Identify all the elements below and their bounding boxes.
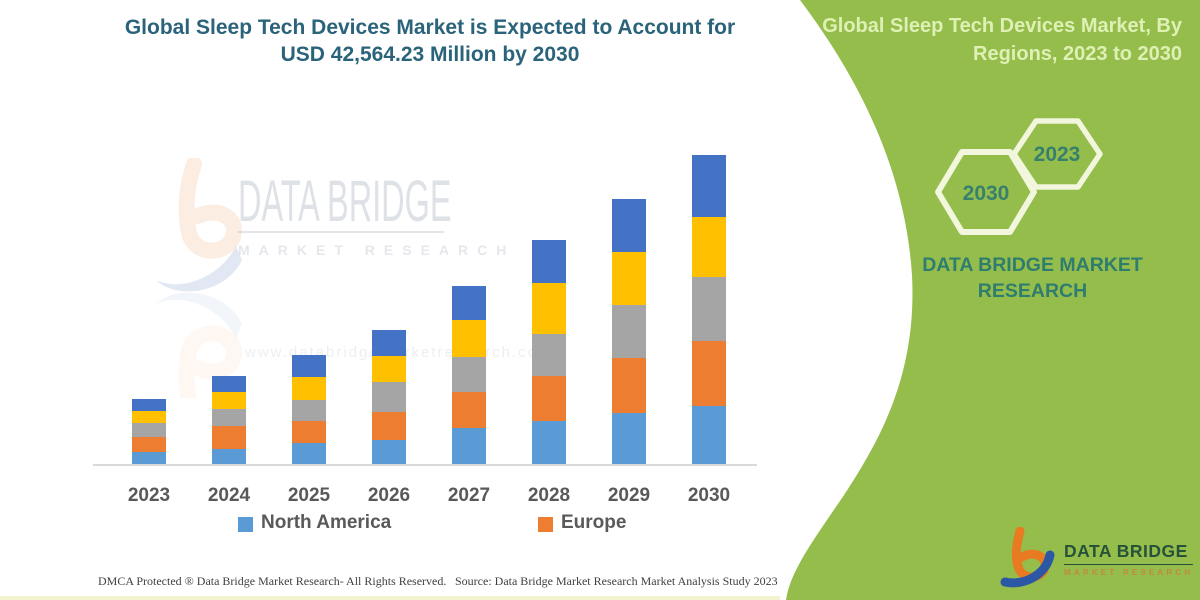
bar-segment-2024-unlabeled-yellow- [212, 392, 246, 409]
company-logo-text: DATA BRIDGE MARKET RESEARCH [1064, 527, 1194, 577]
bar-segment-2030-north-america [692, 406, 726, 464]
watermark-sub-text: MARKET RESEARCH [238, 242, 516, 258]
company-logo-sub: MARKET RESEARCH [1064, 568, 1194, 577]
hexagon-2023-label: 2023 [1034, 143, 1081, 166]
bar-segment-2029-unlabeled-yellow- [612, 252, 646, 305]
bar-segment-2028-europe [532, 376, 566, 421]
legend-label-europe: Europe [561, 512, 627, 533]
panel-title: Global Sleep Tech Devices Market, By Reg… [762, 12, 1182, 68]
x-axis-label-2029: 2029 [607, 485, 651, 506]
panel-brand-line2: RESEARCH [977, 280, 1088, 302]
bar-segment-2024-unlabeled-dark-blue- [212, 376, 246, 392]
bar-segment-2027-unlabeled-gray- [452, 357, 486, 392]
bar-segment-2023-north-america [132, 452, 166, 464]
watermark-underline [238, 231, 444, 233]
bar-segment-2030-unlabeled-gray- [692, 277, 726, 341]
hexagon-2030 [935, 149, 1037, 235]
bar-segment-2024-north-america [212, 449, 246, 464]
bar-segment-2026-europe [372, 411, 406, 440]
bar-segment-2028-unlabeled-dark-blue- [532, 240, 566, 283]
x-axis-label-2028: 2028 [527, 485, 571, 506]
x-axis-label-2023: 2023 [127, 485, 171, 506]
bar-segment-2027-unlabeled-yellow- [452, 319, 486, 357]
bar-segment-2029-north-america [612, 413, 646, 464]
chart-title: Global Sleep Tech Devices Market is Expe… [80, 14, 780, 68]
bar-segment-2024-europe [212, 425, 246, 449]
hexagon-2023 [1011, 118, 1103, 190]
chart-title-line2: USD 42,564.23 Million by 2030 [280, 43, 580, 66]
bar-segment-2023-unlabeled-dark-blue- [132, 399, 166, 411]
bar-segment-2025-unlabeled-dark-blue- [292, 355, 326, 377]
x-axis-label-2030: 2030 [687, 485, 731, 506]
bar-segment-2030-unlabeled-dark-blue- [692, 155, 726, 217]
bar-segment-2026-unlabeled-yellow- [372, 355, 406, 382]
x-axis-line [93, 464, 757, 466]
bar-segment-2023-unlabeled-yellow- [132, 411, 166, 423]
panel-brand-line1: DATA BRIDGE MARKET [922, 254, 1143, 276]
bar-segment-2026-unlabeled-gray- [372, 381, 406, 412]
legend-swatch-europe [538, 516, 553, 532]
bar-segment-2027-europe [452, 392, 486, 428]
company-logo-icon [1000, 527, 1055, 588]
bottom-accent-strip [0, 596, 780, 600]
bar-segment-2025-unlabeled-yellow- [292, 377, 326, 400]
watermark-logo-icon [156, 158, 242, 398]
x-axis-label-2025: 2025 [287, 485, 331, 506]
bar-segment-2023-europe [132, 437, 166, 452]
x-axis-label-2027: 2027 [447, 485, 491, 506]
legend-item-north-america: North America [238, 512, 391, 534]
company-logo-brand: DATA BRIDGE [1064, 541, 1194, 565]
bar-segment-2028-north-america [532, 421, 566, 464]
bar-segment-2025-europe [292, 421, 326, 443]
bar-segment-2028-unlabeled-yellow- [532, 283, 566, 334]
watermark-text: DATA BRIDGE MARKET RESEARCH [238, 169, 619, 258]
legend-swatch-north-america [238, 516, 253, 532]
bar-segment-2024-unlabeled-gray- [212, 409, 246, 426]
panel-title-line1: Global Sleep Tech Devices Market, By [822, 15, 1182, 37]
bar-segment-2026-unlabeled-dark-blue- [372, 329, 406, 356]
bar-segment-2026-north-america [372, 440, 406, 464]
company-logo: DATA BRIDGE MARKET RESEARCH [1000, 527, 1194, 593]
year-hexagons: 2030 2023 [935, 118, 1103, 235]
bar-segment-2030-europe [692, 341, 726, 406]
bar-segment-2029-europe [612, 358, 646, 413]
x-axis-label-2024: 2024 [207, 485, 251, 506]
panel-brand-text: DATA BRIDGE MARKET RESEARCH [920, 252, 1145, 304]
dmca-footer-text: DMCA Protected ® Data Bridge Market Rese… [98, 574, 447, 588]
bar-segment-2027-north-america [452, 428, 486, 464]
bar-segment-2025-north-america [292, 443, 326, 464]
panel-title-line2: Regions, 2023 to 2030 [973, 43, 1182, 65]
bar-segment-2027-unlabeled-dark-blue- [452, 285, 486, 320]
x-axis-label-2026: 2026 [367, 485, 411, 506]
hexagon-2030-label: 2030 [963, 182, 1010, 205]
bar-segment-2029-unlabeled-dark-blue- [612, 199, 646, 252]
legend-item-europe: Europe [538, 512, 626, 534]
chart-title-line1: Global Sleep Tech Devices Market is Expe… [124, 16, 736, 39]
watermark-brand-text: DATA BRIDGE [238, 169, 452, 234]
bar-segment-2029-unlabeled-gray- [612, 305, 646, 358]
bar-segment-2028-unlabeled-gray- [532, 334, 566, 376]
source-footer-text: Source: Data Bridge Market Research Mark… [455, 574, 778, 588]
legend-label-north-america: North America [261, 512, 392, 533]
bar-segment-2025-unlabeled-gray- [292, 400, 326, 421]
bar-segment-2030-unlabeled-yellow- [692, 217, 726, 277]
bar-segment-2023-unlabeled-gray- [132, 423, 166, 437]
